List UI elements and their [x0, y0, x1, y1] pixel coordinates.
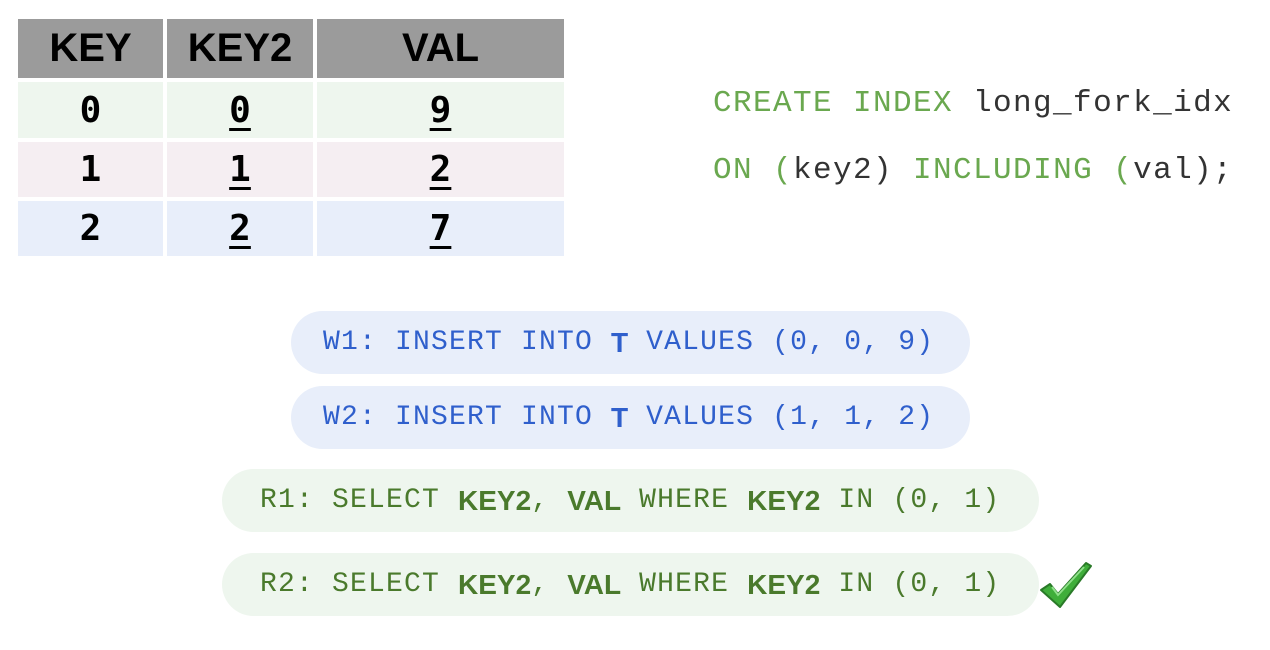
operation-r1: R1: SELECT KEY2, VAL WHERE KEY2 IN (0, 1… — [222, 469, 1039, 532]
operation-w1: W1: INSERT INTO T VALUES (0, 0, 9) — [291, 311, 970, 374]
table-cell: 2 — [18, 201, 163, 256]
cell-value: 2 — [429, 149, 452, 190]
bold-token: KEY2 — [458, 484, 532, 516]
sql-identifier: val); — [1133, 153, 1234, 188]
sql-keyword: INCLUDING ( — [913, 153, 1134, 188]
sql-text: IN (0, 1) — [820, 569, 1001, 600]
column-header: KEY2 — [167, 19, 313, 78]
cell-value: 2 — [229, 208, 251, 249]
sql-text: W1: INSERT INTO — [323, 327, 612, 358]
sql-identifier: long_fork_idx — [973, 86, 1234, 121]
cell-value: 0 — [229, 89, 251, 131]
bold-token: KEY2 — [747, 568, 821, 600]
sql-text: R1: SELECT — [260, 485, 459, 516]
table-cell: 2 — [167, 201, 313, 256]
table-cell: 7 — [317, 201, 564, 256]
table-cell: 1 — [18, 142, 163, 197]
checkmark-icon — [1040, 562, 1092, 608]
table-cell: 9 — [317, 82, 564, 138]
sql-text: WHERE — [621, 569, 748, 600]
cell-value: 7 — [429, 208, 452, 249]
sql-text: WHERE — [621, 485, 748, 516]
sql-text: VALUES (0, 0, 9) — [628, 327, 935, 358]
table-cell: 0 — [167, 82, 313, 138]
cell-value: 0 — [79, 89, 102, 131]
data-table: KEY KEY2 VAL 0 0 9 1 1 2 2 2 7 — [18, 19, 564, 256]
bold-token: VAL — [567, 568, 622, 600]
sql-text: , — [531, 485, 568, 516]
sql-text: VALUES (1, 1, 2) — [628, 402, 935, 433]
bold-token: VAL — [567, 484, 622, 516]
sql-text: W2: INSERT INTO — [323, 402, 612, 433]
create-index-line-2: ON (key2) INCLUDING (val); — [713, 153, 1233, 188]
sql-identifier: key2) — [793, 153, 914, 188]
bold-token: T — [611, 326, 629, 358]
cell-value: 2 — [79, 208, 102, 249]
sql-text: R2: SELECT — [260, 569, 459, 600]
operation-r2: R2: SELECT KEY2, VAL WHERE KEY2 IN (0, 1… — [222, 553, 1039, 616]
create-index-line-1: CREATE INDEX long_fork_idx — [713, 86, 1233, 121]
table-cell: 2 — [317, 142, 564, 197]
cell-value: 9 — [429, 89, 452, 131]
column-header: VAL — [317, 19, 564, 78]
sql-text: IN (0, 1) — [820, 485, 1001, 516]
cell-value: 1 — [229, 149, 251, 190]
table-cell: 0 — [18, 82, 163, 138]
cell-value: 1 — [79, 149, 102, 190]
sql-text: , — [531, 569, 568, 600]
sql-keyword: CREATE INDEX — [713, 86, 974, 121]
operation-w2: W2: INSERT INTO T VALUES (1, 1, 2) — [291, 386, 970, 449]
column-header: KEY — [18, 19, 163, 78]
bold-token: T — [611, 401, 629, 433]
table-cell: 1 — [167, 142, 313, 197]
sql-keyword: ON ( — [713, 153, 794, 188]
bold-token: KEY2 — [747, 484, 821, 516]
bold-token: KEY2 — [458, 568, 532, 600]
